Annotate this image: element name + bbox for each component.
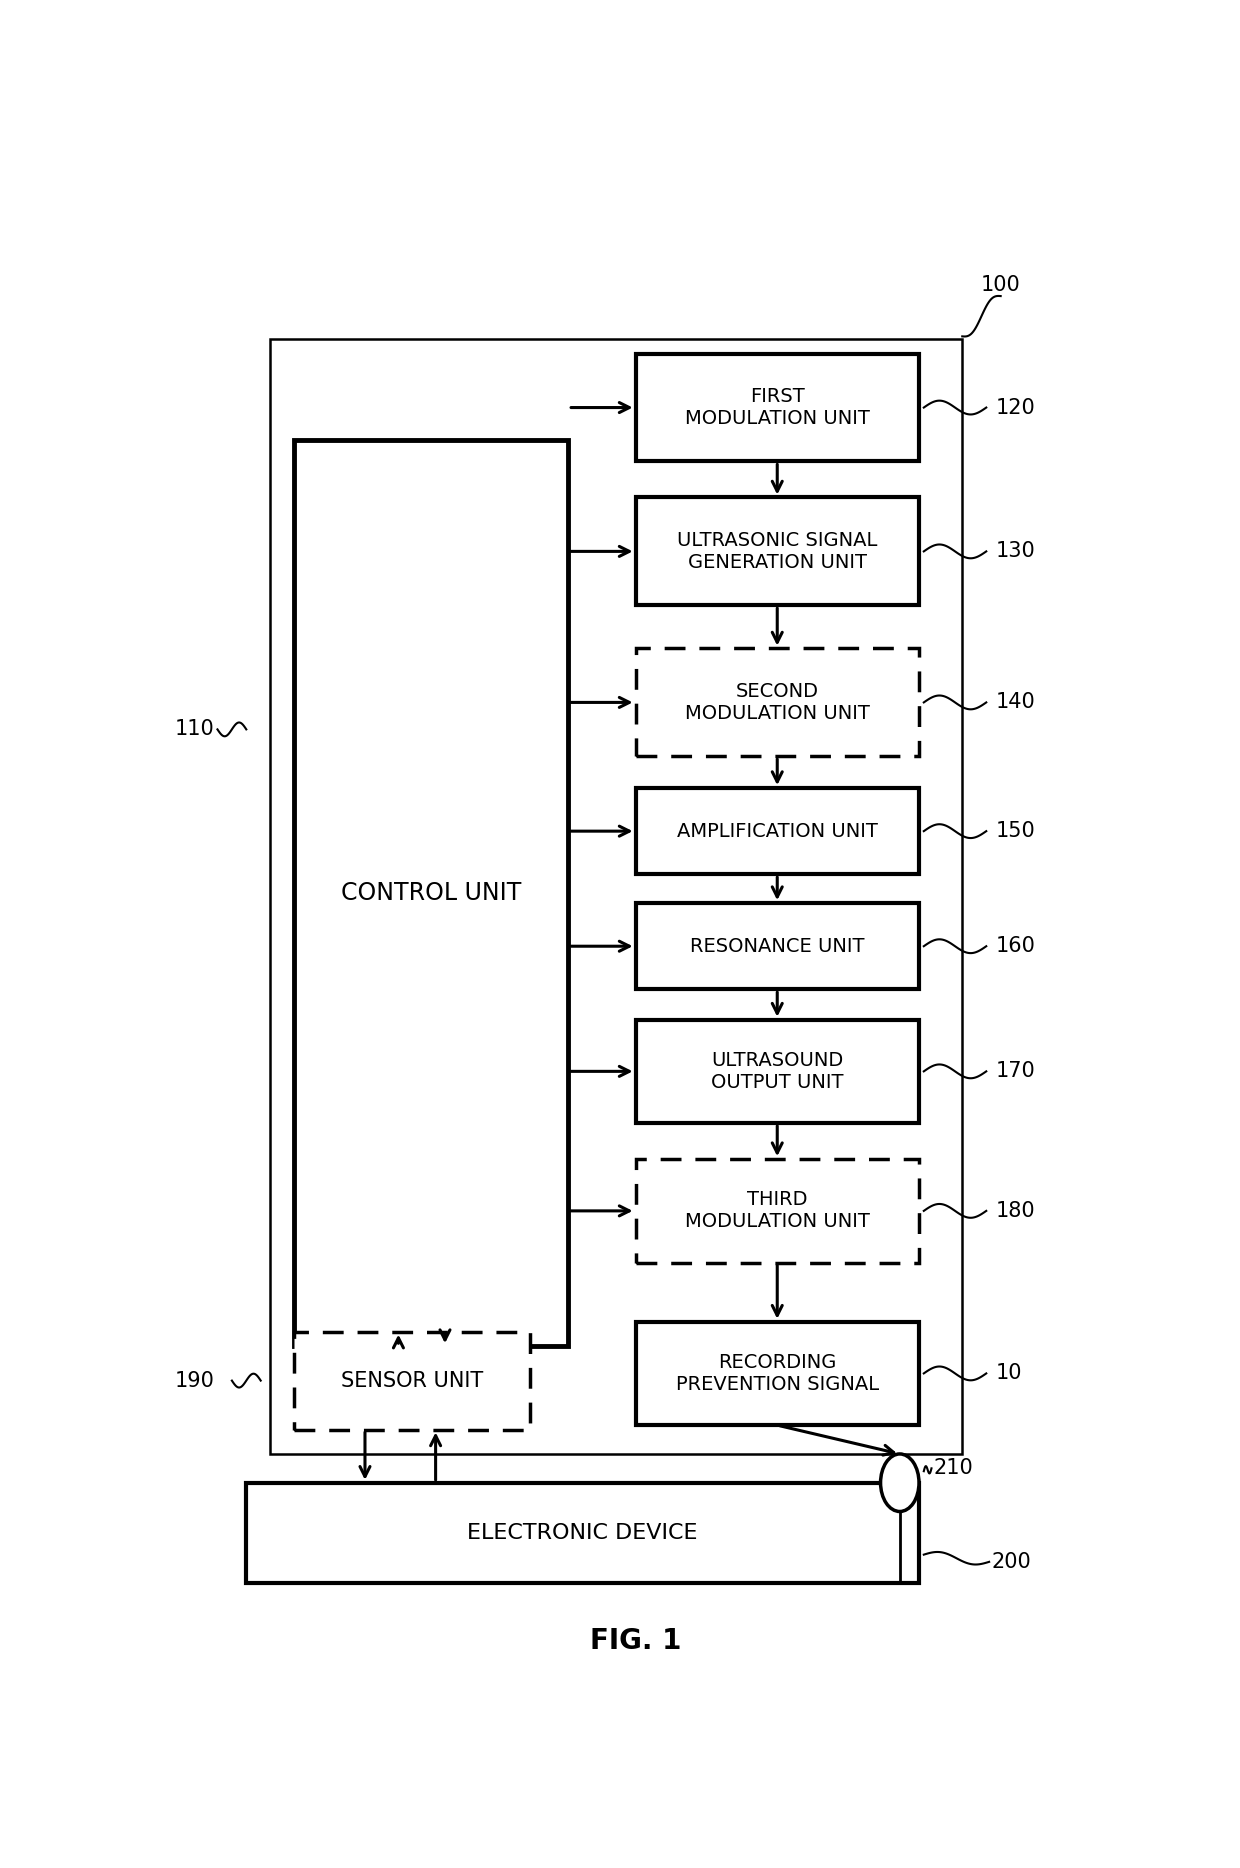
Text: SECOND
MODULATION UNIT: SECOND MODULATION UNIT	[684, 682, 869, 723]
Text: 140: 140	[996, 693, 1035, 712]
Text: 160: 160	[996, 936, 1035, 956]
Text: 110: 110	[174, 719, 215, 740]
Text: THIRD
MODULATION UNIT: THIRD MODULATION UNIT	[684, 1190, 869, 1231]
Text: RESONANCE UNIT: RESONANCE UNIT	[689, 936, 864, 956]
FancyBboxPatch shape	[635, 1323, 919, 1425]
Text: 210: 210	[934, 1459, 973, 1478]
Text: AMPLIFICATION UNIT: AMPLIFICATION UNIT	[677, 822, 878, 841]
FancyBboxPatch shape	[247, 1483, 919, 1584]
Text: 10: 10	[996, 1364, 1022, 1384]
Text: RECORDING
PREVENTION SIGNAL: RECORDING PREVENTION SIGNAL	[676, 1352, 879, 1394]
Text: 100: 100	[981, 275, 1021, 295]
Text: FIRST
MODULATION UNIT: FIRST MODULATION UNIT	[684, 387, 869, 428]
FancyBboxPatch shape	[635, 788, 919, 874]
Text: 170: 170	[996, 1061, 1035, 1082]
Circle shape	[880, 1453, 919, 1511]
FancyBboxPatch shape	[294, 439, 568, 1347]
FancyBboxPatch shape	[635, 353, 919, 461]
Text: CONTROL UNIT: CONTROL UNIT	[341, 882, 522, 904]
FancyBboxPatch shape	[635, 497, 919, 605]
FancyBboxPatch shape	[635, 1020, 919, 1123]
FancyBboxPatch shape	[270, 340, 962, 1453]
Text: 190: 190	[174, 1371, 215, 1390]
FancyBboxPatch shape	[635, 1158, 919, 1263]
Text: 150: 150	[996, 822, 1035, 841]
Text: 180: 180	[996, 1201, 1035, 1222]
Text: ULTRASOUND
OUTPUT UNIT: ULTRASOUND OUTPUT UNIT	[711, 1052, 843, 1093]
Text: FIG. 1: FIG. 1	[590, 1627, 681, 1655]
FancyBboxPatch shape	[635, 648, 919, 757]
Text: 200: 200	[991, 1552, 1030, 1571]
FancyBboxPatch shape	[635, 902, 919, 990]
Text: ELECTRONIC DEVICE: ELECTRONIC DEVICE	[467, 1522, 698, 1543]
Text: SENSOR UNIT: SENSOR UNIT	[341, 1371, 484, 1390]
Text: ULTRASONIC SIGNAL
GENERATION UNIT: ULTRASONIC SIGNAL GENERATION UNIT	[677, 531, 878, 572]
Text: 130: 130	[996, 542, 1035, 562]
FancyBboxPatch shape	[294, 1332, 529, 1429]
Text: 120: 120	[996, 398, 1035, 418]
